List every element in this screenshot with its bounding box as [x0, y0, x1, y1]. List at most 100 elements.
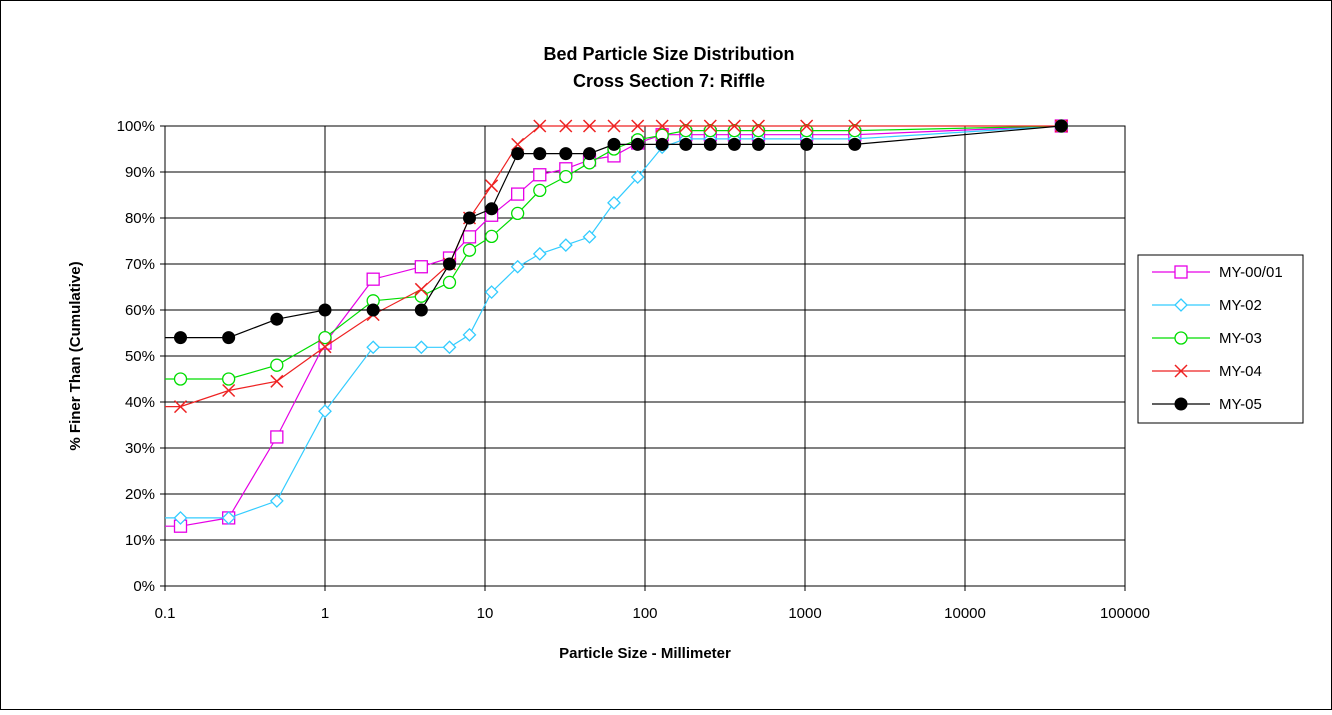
data-point [559, 169, 573, 184]
data-point [800, 119, 814, 133]
data-point [848, 119, 862, 133]
data-point [414, 282, 428, 296]
chart-subtitle: Cross Section 7: Riffle [573, 71, 765, 91]
data-point [533, 168, 547, 182]
legend-swatch-marker [1174, 364, 1188, 378]
data-point [751, 119, 766, 133]
data-point [558, 238, 573, 253]
legend-swatch-marker [1174, 298, 1188, 312]
data-point [173, 372, 188, 386]
data-point [679, 119, 693, 133]
data-point [442, 340, 457, 355]
data-point [533, 119, 547, 133]
data-point [655, 137, 669, 151]
data-point [799, 123, 814, 138]
data-point [583, 147, 597, 161]
data-point [655, 119, 669, 133]
legend-item: MY-04 [1152, 363, 1262, 380]
y-tick-label: 10% [125, 532, 155, 549]
data-point [607, 119, 621, 133]
data-point [318, 303, 332, 317]
data-point [703, 123, 717, 138]
data-point [318, 340, 332, 354]
x-tick-label: 1 [321, 605, 329, 622]
data-point [222, 331, 236, 345]
data-point [462, 327, 477, 342]
data-point [511, 137, 525, 151]
series-line [165, 125, 1062, 408]
data-point [462, 230, 477, 244]
data-point [751, 137, 765, 151]
data-point [484, 285, 499, 299]
data-point [582, 119, 597, 133]
data-point [366, 340, 381, 355]
data-point [442, 275, 457, 290]
data-point [462, 211, 476, 225]
data-point [631, 119, 645, 133]
data-point [414, 260, 428, 274]
y-tick-label: 60% [125, 302, 155, 319]
data-point [703, 119, 717, 133]
legend-label: MY-03 [1219, 330, 1262, 347]
legend-label: MY-00/01 [1219, 264, 1283, 281]
x-tick-label: 0.1 [155, 605, 176, 622]
x-tick-label: 100000 [1100, 605, 1150, 622]
legend-item: MY-05 [1152, 396, 1262, 413]
data-point [848, 123, 862, 138]
data-point [414, 303, 428, 317]
data-point [270, 312, 284, 326]
data-point [485, 202, 499, 216]
y-tick-label: 20% [125, 486, 155, 503]
data-point [703, 137, 717, 151]
data-point [318, 330, 332, 345]
x-tick-label: 10 [477, 605, 494, 622]
y-axis-title: % Finer Than (Cumulative) [67, 261, 84, 450]
y-tick-label: 40% [125, 394, 155, 411]
data-point [511, 147, 525, 161]
legend-item: MY-02 [1152, 297, 1262, 314]
data-point [484, 229, 499, 244]
data-point [533, 183, 547, 198]
data-point [800, 137, 814, 151]
x-tick-label: 1000 [788, 605, 821, 622]
data-point [511, 187, 525, 201]
legend-label: MY-04 [1219, 363, 1262, 380]
legend-label: MY-05 [1219, 396, 1262, 413]
y-tick-label: 100% [117, 118, 155, 135]
series-layer [165, 119, 1069, 533]
y-tick-label: 50% [125, 348, 155, 365]
y-tick-label: 30% [125, 440, 155, 457]
data-point [582, 229, 597, 244]
data-point [727, 119, 741, 133]
data-point [607, 195, 621, 210]
data-point [222, 383, 236, 398]
y-tick-label: 80% [125, 210, 155, 227]
legend-swatch-marker [1174, 331, 1188, 345]
data-point [366, 272, 380, 286]
data-point [679, 137, 693, 151]
legend-box [1137, 254, 1304, 424]
x-axis-title: Particle Size - Millimeter [559, 645, 731, 662]
data-point [727, 123, 742, 138]
data-point [222, 372, 236, 386]
chart-title: Bed Particle Size Distribution [543, 44, 794, 64]
data-point [559, 147, 573, 161]
data-point [443, 257, 457, 271]
data-point [221, 511, 236, 525]
data-point [679, 123, 693, 138]
legend-label: MY-02 [1219, 297, 1262, 314]
data-point [607, 137, 621, 151]
data-point [533, 147, 547, 161]
data-point [631, 137, 645, 151]
x-tick-label: 100 [632, 605, 657, 622]
data-point [173, 400, 188, 414]
data-point [366, 303, 380, 317]
data-point [270, 358, 284, 372]
legend-item: MY-00/01 [1152, 264, 1283, 281]
series-MY-05 [165, 119, 1068, 345]
data-point [559, 119, 573, 133]
data-point [485, 179, 499, 193]
data-point [532, 246, 547, 261]
data-point [727, 137, 741, 151]
